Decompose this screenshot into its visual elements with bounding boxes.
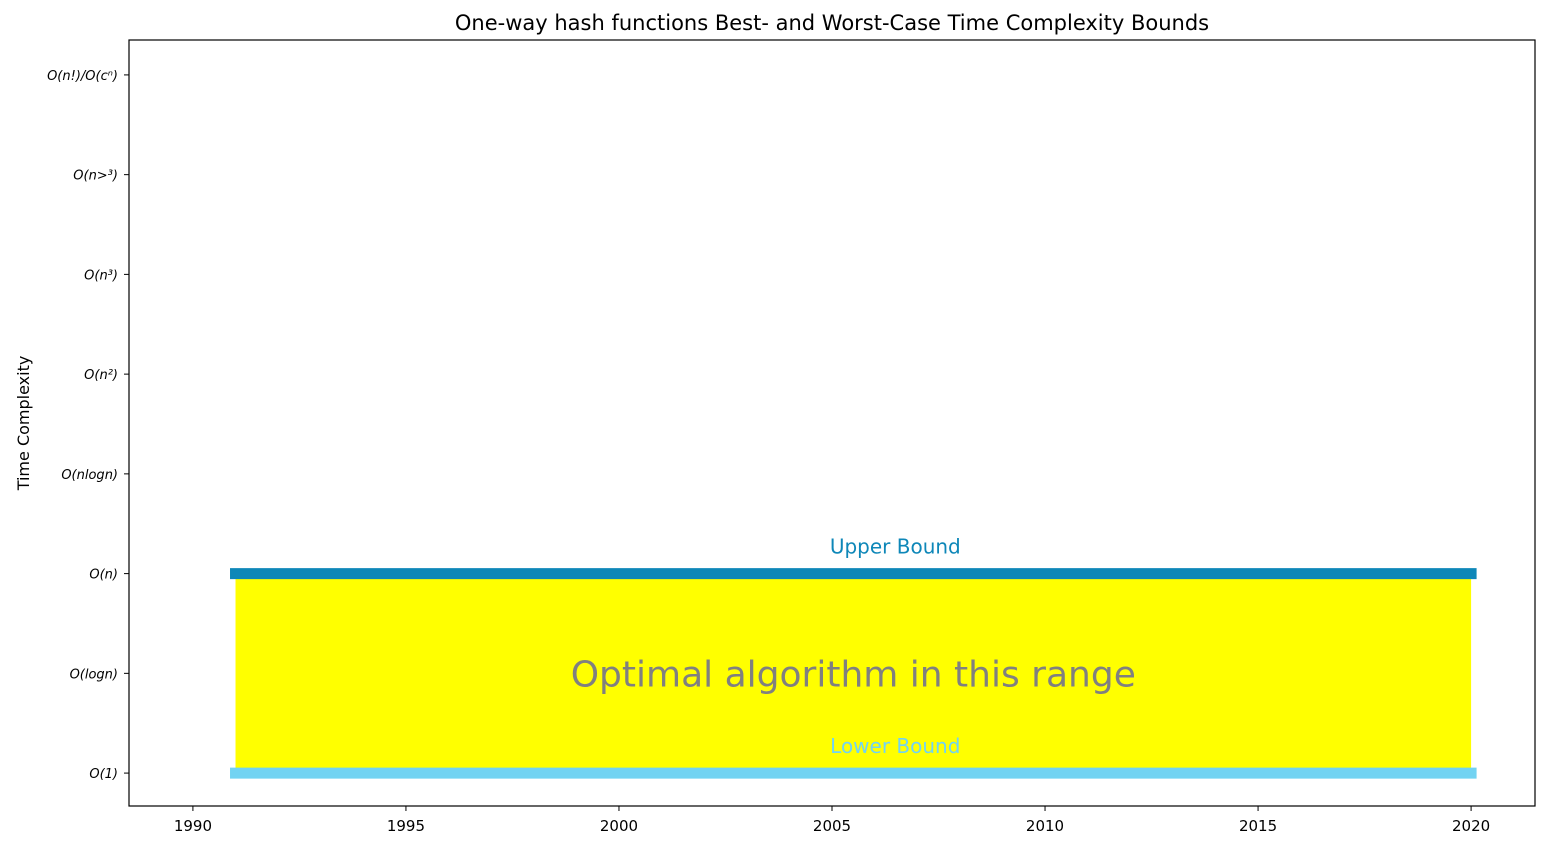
x-tick-label: 2020 bbox=[1452, 817, 1490, 835]
x-tick-label: 2000 bbox=[600, 817, 638, 835]
x-axis: 1990 1995 2000 2005 2010 2015 2020 bbox=[174, 806, 1490, 835]
upper-bound-label: Upper Bound bbox=[830, 535, 961, 559]
lower-bound-label: Lower Bound bbox=[830, 734, 960, 758]
x-tick-label: 2005 bbox=[813, 817, 851, 835]
x-tick-label: 2010 bbox=[1026, 817, 1064, 835]
plot-area: Upper Bound Lower Bound Optimal algorithm … bbox=[230, 535, 1477, 779]
y-axis: O(1) O(logn) O(n) O(nlogn) O(n²) O(n³) O(n>³) O… bbox=[47, 69, 129, 782]
y-tick-label: O(1) bbox=[89, 767, 118, 782]
y-tick-label: O(n²) bbox=[84, 368, 118, 383]
optimal-region bbox=[235, 573, 1472, 774]
y-tick-label: O(n>³) bbox=[73, 169, 118, 184]
chart-title: One-way hash functions Best- and Worst-C… bbox=[455, 11, 1209, 35]
x-tick-label: 1990 bbox=[174, 817, 212, 835]
y-tick-label: O(n!)/O(cⁿ) bbox=[47, 69, 118, 84]
y-tick-label: O(logn) bbox=[70, 667, 118, 682]
y-axis-label: Time Complexity bbox=[14, 356, 33, 492]
optimal-region-label: Optimal algorithm in this range bbox=[571, 654, 1136, 695]
x-tick-label: 1995 bbox=[387, 817, 425, 835]
y-tick-label: O(nlogn) bbox=[61, 468, 118, 483]
y-tick-label: O(n) bbox=[89, 568, 118, 583]
y-tick-label: O(n³) bbox=[84, 268, 118, 283]
x-tick-label: 2015 bbox=[1239, 817, 1277, 835]
